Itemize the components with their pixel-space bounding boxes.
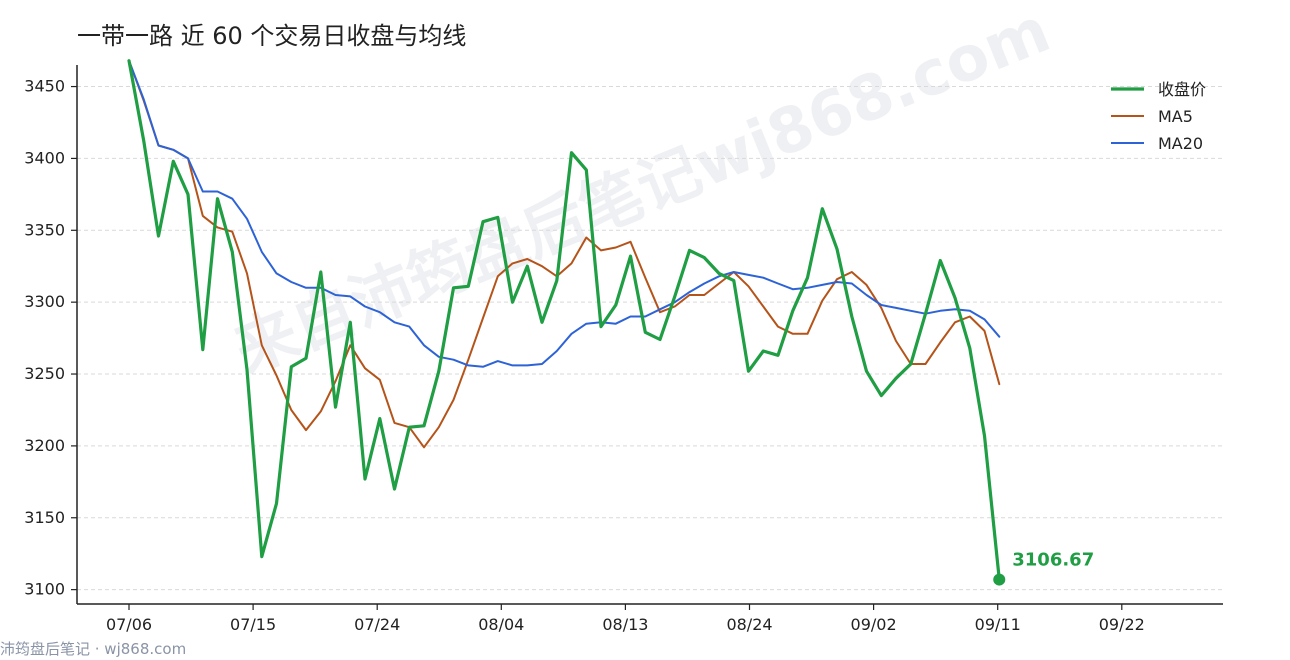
x-tick-label: 08/13 [602, 615, 648, 634]
last-point [993, 573, 1006, 586]
y-ticks: 3100 3150 3200 3250 3300 3350 3400 3450 [24, 77, 77, 599]
legend-label: MA5 [1158, 107, 1193, 126]
y-tick-label: 3300 [24, 292, 65, 311]
axes [76, 65, 1223, 605]
y-tick-label: 3200 [24, 436, 65, 455]
footer-text: 沛筠盘后笔记 · wj868.com [0, 640, 186, 658]
series-line-ma5 [128, 59, 1001, 449]
y-tick-label: 3400 [24, 148, 65, 167]
last-value-label: 3106.67 [1012, 550, 1094, 571]
y-tick-label: 3350 [24, 220, 65, 239]
x-tick-label: 09/11 [975, 615, 1021, 634]
x-ticks: 07/06 07/15 07/24 08/04 08/13 08/24 09/02 09/11… [106, 604, 1145, 634]
x-tick-label: 08/24 [726, 615, 772, 634]
legend: 收盘价 MA5 MA20 [1111, 80, 1206, 153]
x-tick-label: 09/22 [1099, 615, 1145, 634]
series-line-close [127, 59, 1001, 582]
legend-label: MA20 [1158, 134, 1203, 153]
x-tick-label: 07/06 [106, 615, 152, 634]
x-tick-label: 07/24 [354, 615, 400, 634]
x-tick-label: 08/04 [478, 615, 524, 634]
x-tick-label: 09/02 [851, 615, 897, 634]
y-tick-label: 3150 [24, 508, 65, 527]
x-tick-label: 07/15 [230, 615, 276, 634]
y-tick-label: 3450 [24, 77, 65, 96]
chart-title: 一带一路 近 60 个交易日收盘与均线 [77, 22, 466, 50]
y-tick-label: 3250 [24, 364, 65, 383]
grid [77, 86, 1223, 591]
series-line-ma20 [128, 59, 1001, 368]
series-lines [127, 59, 1001, 582]
y-tick-label: 3100 [24, 580, 65, 599]
legend-label: 收盘价 [1158, 80, 1206, 99]
